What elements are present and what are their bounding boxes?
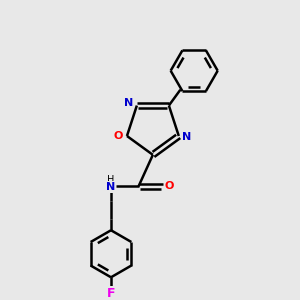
Text: N: N <box>182 132 191 142</box>
Text: O: O <box>113 131 122 141</box>
Text: N: N <box>124 98 134 108</box>
Text: O: O <box>164 182 174 191</box>
Text: N: N <box>106 182 116 192</box>
Text: F: F <box>107 286 115 300</box>
Text: H: H <box>107 175 115 185</box>
